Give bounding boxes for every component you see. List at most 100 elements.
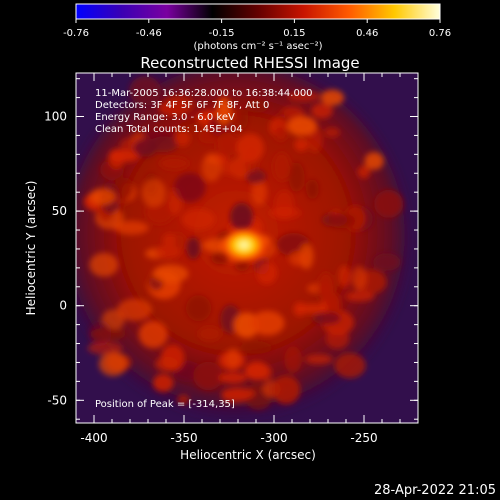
emission-speckle [215,132,240,158]
emission-speckle [177,394,190,405]
emission-speckle [201,153,222,182]
emission-speckle [142,129,178,141]
emission-speckle [287,116,318,136]
info-line: 11-Mar-2005 16:36:28.000 to 16:38:44.000 [95,88,313,99]
colorbar-tick-label: 0.46 [356,28,378,39]
info-line: Energy Range: 3.0 - 6.0 keV [95,112,235,123]
emission-speckle [289,251,307,266]
emission-speckle [334,352,366,379]
emission-speckle [161,344,185,372]
x-axis: -400 -350 -300 -250 [75,73,419,445]
emission-speckle [162,233,177,246]
emission-speckle [245,99,269,113]
emission-speckle [87,341,123,356]
colorbar-tick-label: 0.15 [283,28,305,39]
emission-speckle [154,244,181,259]
emission-speckle [374,189,404,218]
emission-speckle [219,160,250,176]
emission-speckle [198,326,222,342]
emission-speckle [186,237,201,260]
emission-speckle [311,102,333,119]
emission-speckle [174,130,191,147]
emission-speckle [320,89,345,106]
emission-speckle [272,375,301,405]
x-tick-label: -350 [170,431,197,445]
emission-speckle [256,261,278,285]
emission-speckle [287,91,321,103]
peak-source [220,227,268,263]
x-tick-label: -250 [350,431,377,445]
emission-speckle [185,295,212,322]
info-annotation: 11-Mar-2005 16:36:28.000 to 16:38:44.000… [95,88,313,135]
emission-speckle [372,253,401,271]
emission-speckle [117,298,153,321]
emission-speckle [152,264,189,284]
emission-speckle [225,348,241,369]
emission-speckle [284,346,302,373]
colorbar-tick-label: -0.76 [63,28,89,39]
emission-speckle [324,127,341,138]
info-line: Clean Total counts: 1.45E+04 [95,124,243,135]
y-tick-label: -50 [47,393,67,407]
emission-speckle [114,177,134,200]
emission-speckle [294,138,309,152]
colorbar-tick-label: -0.46 [136,28,162,39]
emission-speckle [364,152,384,170]
colorbar [75,3,441,20]
emission-speckle [328,213,356,229]
emission-speckle [152,373,174,392]
emission-speckle [216,96,232,126]
emission-speckle [357,165,371,179]
emission-speckle [317,272,335,302]
heatmap-image [76,73,418,423]
emission-speckle [193,361,224,391]
emission-speckle [141,178,166,207]
emission-speckle [312,311,341,325]
emission-speckle [325,328,350,349]
emission-speckle [90,327,126,341]
emission-speckle [181,208,215,230]
emission-speckle [163,94,195,115]
emission-speckle [138,320,168,349]
emission-speckle [259,365,273,382]
emission-speckle [240,341,273,354]
emission-speckle [274,127,288,142]
emission-speckle [98,351,128,377]
emission-speckle [159,157,190,170]
y-axis: -50 0 50 100 [44,78,418,420]
emission-speckle [272,152,291,182]
emission-speckle [133,138,158,157]
emission-speckle [306,179,319,200]
colorbar-tick-label: -0.15 [209,28,235,39]
peak-position-label: Position of Peak = [-314,35] [95,399,235,410]
colorbar-unit-label: (photons cm⁻² s⁻¹ asec⁻²) [193,41,322,52]
emission-speckle [345,291,375,302]
emission-speckle [250,310,285,336]
footer-timestamp: 28-Apr-2022 21:05 [374,483,496,498]
emission-speckle [219,372,247,384]
colorbar-tick-label: 0.76 [429,28,451,39]
emission-speckle [268,206,302,219]
x-tick-label: -300 [260,431,287,445]
x-tick-label: -400 [80,431,107,445]
y-tick-label: 0 [59,299,67,313]
y-axis-label: Heliocentric Y (arcsec) [24,181,38,316]
emission-speckle [173,172,206,203]
emission-speckle [89,188,116,206]
emission-speckle [221,387,256,400]
emission-speckle [108,148,125,169]
emission-speckle [236,108,249,129]
emission-speckle [89,252,119,277]
emission-speckle [251,179,267,206]
emission-speckle [351,265,367,291]
colorbar-ticks: -0.76 -0.46 -0.15 0.15 0.46 0.76 [63,19,451,39]
y-tick-label: 100 [44,110,67,124]
emission-speckle [288,162,305,192]
y-tick-label: 50 [52,204,67,218]
emission-speckle [129,75,162,106]
emission-speckle [113,220,149,235]
x-axis-label: Heliocentric X (arcsec) [180,448,316,462]
emission-speckle [337,265,351,288]
info-line: Detectors: 3F 4F 5F 6F 7F 8F, Att 0 [95,100,269,111]
